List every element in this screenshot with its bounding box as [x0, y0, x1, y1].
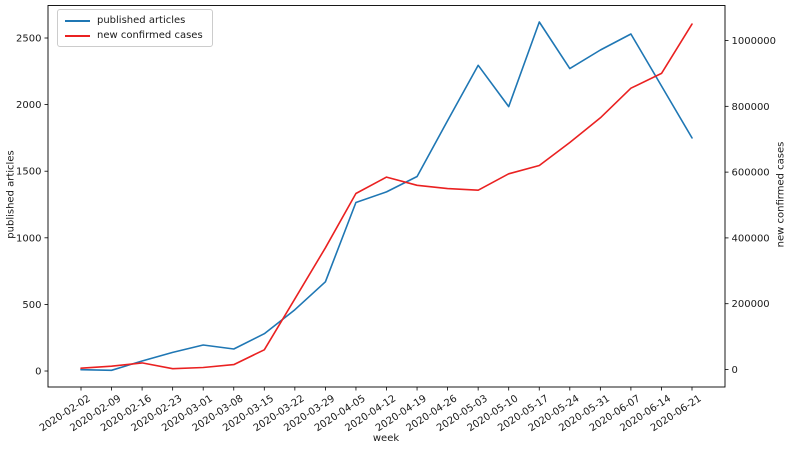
y-tick-label-left: 1000 [16, 233, 41, 244]
y-tick-label-right: 400000 [732, 233, 770, 244]
legend-line-new-confirmed-cases-icon [65, 34, 90, 37]
series-line-new-confirmed-cases [80, 23, 693, 370]
legend-line-published-articles-icon [65, 19, 90, 22]
legend: published articles new confirmed cases [57, 9, 213, 47]
y-tick-label-left: 0 [35, 367, 41, 378]
y-tick-label-right: 600000 [732, 168, 770, 179]
y-tick-label-right: 0 [732, 365, 738, 376]
y-tick-label-left: 2500 [16, 34, 41, 45]
series-line-published-articles [80, 21, 693, 372]
plot-frame [47, 5, 726, 388]
y-tick-label-left: 500 [22, 300, 41, 311]
legend-label: published articles [97, 15, 186, 26]
y-tick-label-left: 1500 [16, 167, 41, 178]
legend-label: new confirmed cases [97, 30, 203, 41]
y-tick-label-right: 800000 [732, 102, 770, 113]
y-tick-label-left: 2000 [16, 100, 41, 111]
y-tick-label-right: 200000 [732, 299, 770, 310]
y-tick-label-right: 1000000 [732, 36, 777, 47]
legend-item-new-confirmed-cases: new confirmed cases [65, 30, 203, 41]
legend-item-published-articles: published articles [65, 15, 203, 26]
